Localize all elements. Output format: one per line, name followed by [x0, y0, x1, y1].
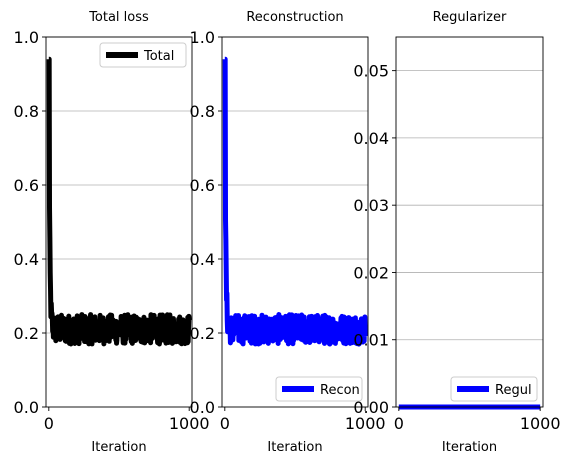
series-line-total [46, 56, 192, 347]
chart-panel-2: 0.0 0.2 0.4 0.6 0.8 1.0 0 1000 Reconstruction Ite… [190, 10, 386, 455]
y-tick-label: 0.2 [190, 324, 215, 343]
y-tick-label: 0.6 [190, 176, 215, 195]
legend-box [275, 376, 363, 402]
chart-panel-1: 0.0 0.2 0.4 0.6 0.8 1.0 0 1000 Total loss Iterati… [14, 10, 210, 455]
legend-label: Regul [495, 383, 532, 398]
y-tick-label: 0.8 [190, 102, 215, 121]
y-tick-label: 0.00 [353, 398, 389, 417]
legend: Regul [450, 376, 538, 402]
chart-title: Regularizer [433, 10, 507, 25]
x-axis-label: Iteration [91, 440, 146, 455]
y-tick-label: 0.2 [14, 324, 39, 343]
legend-label: Total [143, 49, 174, 64]
x-axis-label: Iteration [267, 440, 322, 455]
legend: Total [99, 42, 187, 68]
y-tick-label: 0.6 [14, 176, 39, 195]
x-tick-label: 0 [220, 414, 230, 433]
y-tick-label: 0.4 [190, 250, 215, 269]
y-tick-label: 0.04 [353, 129, 389, 148]
legend: Recon [275, 376, 363, 402]
y-tick-label: 0.0 [14, 398, 39, 417]
chart-panel-3: 0.00 0.01 0.02 0.03 0.04 0.05 0 1000 Regularizer… [353, 10, 560, 455]
chart-title: Reconstruction [246, 10, 343, 25]
x-tick-label: 1000 [169, 414, 210, 433]
y-tick-label: 0.4 [14, 250, 39, 269]
x-tick-label: 0 [44, 414, 54, 433]
y-tick-label: 0.8 [14, 102, 39, 121]
x-tick-label: 1000 [345, 414, 386, 433]
legend-box [99, 42, 187, 68]
axes-frame [221, 36, 369, 408]
x-tick-label: 0 [394, 414, 404, 433]
y-tick-label: 0.02 [353, 263, 389, 282]
y-tick-label: 0.05 [353, 62, 389, 81]
y-tick-label: 0.03 [353, 196, 389, 215]
axes-frame [45, 36, 193, 408]
axes-frame [395, 36, 544, 408]
y-tick-label: 1.0 [190, 28, 215, 47]
legend-label: Recon [320, 383, 360, 398]
y-tick-label: 0.01 [353, 331, 389, 350]
y-tick-label: 0.0 [190, 398, 215, 417]
x-axis-label: Iteration [442, 440, 497, 455]
x-tick-label: 1000 [520, 414, 561, 433]
series-line-recon [222, 56, 368, 347]
legend-box [450, 376, 538, 402]
chart-title: Total loss [88, 10, 149, 25]
y-tick-label: 1.0 [14, 28, 39, 47]
